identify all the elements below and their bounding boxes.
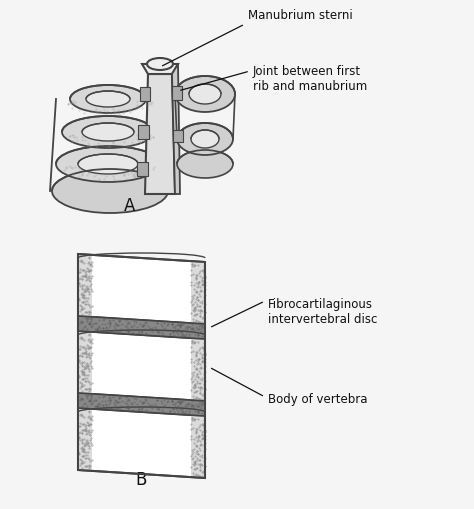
Ellipse shape <box>147 59 173 71</box>
Text: A: A <box>124 196 136 215</box>
Ellipse shape <box>78 155 138 175</box>
Polygon shape <box>78 331 205 401</box>
Polygon shape <box>172 87 182 101</box>
Polygon shape <box>78 393 205 416</box>
Polygon shape <box>191 263 205 324</box>
Polygon shape <box>145 75 175 194</box>
Polygon shape <box>78 408 205 478</box>
Text: Fibrocartilaginous
intervertebral disc: Fibrocartilaginous intervertebral disc <box>268 297 377 325</box>
Polygon shape <box>137 163 148 177</box>
Polygon shape <box>78 408 92 470</box>
Polygon shape <box>78 331 92 393</box>
Ellipse shape <box>56 147 160 183</box>
Polygon shape <box>142 65 178 75</box>
Polygon shape <box>138 126 149 140</box>
Ellipse shape <box>177 151 233 179</box>
Text: B: B <box>136 470 147 488</box>
Ellipse shape <box>191 131 219 149</box>
Polygon shape <box>78 254 205 324</box>
Ellipse shape <box>175 77 235 113</box>
Polygon shape <box>191 340 205 401</box>
Ellipse shape <box>52 169 168 214</box>
Polygon shape <box>191 416 205 478</box>
Ellipse shape <box>189 85 221 105</box>
Ellipse shape <box>62 117 154 149</box>
Text: Manubrium sterni: Manubrium sterni <box>248 9 353 22</box>
Ellipse shape <box>177 124 233 156</box>
Ellipse shape <box>82 124 134 142</box>
Text: Joint between first
rib and manubrium: Joint between first rib and manubrium <box>253 65 367 93</box>
Polygon shape <box>78 254 92 317</box>
Ellipse shape <box>70 86 146 114</box>
Polygon shape <box>78 317 205 340</box>
Polygon shape <box>172 65 180 194</box>
Text: Body of vertebra: Body of vertebra <box>268 392 367 405</box>
Polygon shape <box>140 88 150 102</box>
Ellipse shape <box>86 92 130 108</box>
Polygon shape <box>173 131 183 143</box>
